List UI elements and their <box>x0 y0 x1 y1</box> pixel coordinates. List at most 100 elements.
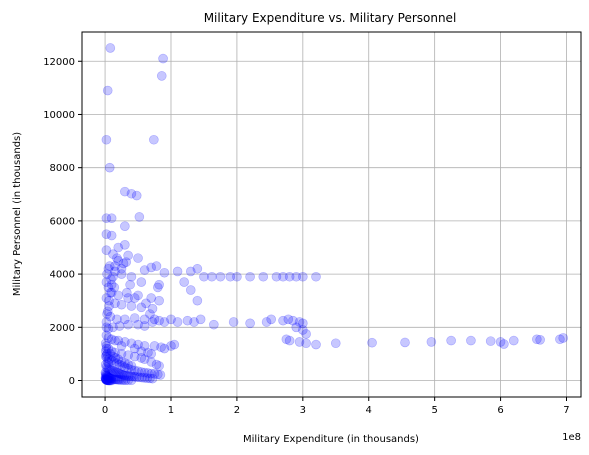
scatter-point <box>105 365 116 375</box>
scatter-point <box>109 282 120 293</box>
scatter-point <box>126 301 137 311</box>
y-tick-label: 12000 <box>43 57 75 68</box>
scatter-point <box>120 358 130 369</box>
scatter-point <box>101 370 111 380</box>
scatter-point <box>101 330 112 341</box>
scatter-point <box>106 355 117 366</box>
scatter-point <box>301 338 311 349</box>
scatter-point <box>294 337 305 347</box>
scatter-point <box>136 302 147 313</box>
scatter-point <box>123 319 133 330</box>
scatter-point <box>499 339 509 349</box>
scatter-point <box>105 311 116 322</box>
scatter-point <box>104 295 114 306</box>
scatter-point <box>139 354 150 365</box>
scatter-point <box>143 368 153 378</box>
scatter-point <box>118 375 129 385</box>
scatter-point <box>108 249 118 259</box>
scatter-point <box>245 271 255 282</box>
scatter-point <box>311 339 321 350</box>
scatter-point <box>106 279 117 290</box>
scatter-point <box>298 318 308 329</box>
scatter-point <box>105 375 116 386</box>
scatter-point <box>101 134 112 145</box>
scatter-point <box>102 306 113 317</box>
scatter-point <box>103 372 114 383</box>
grid <box>82 32 581 397</box>
scatter-point <box>110 266 120 277</box>
scatter-point <box>104 375 114 386</box>
scatter-point <box>266 314 276 325</box>
scatter-point <box>114 368 125 379</box>
scatter-point <box>141 298 151 309</box>
scatter-point <box>159 343 170 354</box>
scatter-point <box>129 365 140 376</box>
scatter-point <box>100 367 111 378</box>
y-tick-label: 10000 <box>43 110 75 121</box>
scatter-point <box>103 323 114 334</box>
scatter-point <box>117 361 128 371</box>
scatter-point <box>101 374 111 384</box>
scatter-point <box>101 374 111 385</box>
scatter-point <box>116 341 127 351</box>
scatter-point <box>139 341 150 351</box>
y-ticks: 0 2000 4000 6000 8000 10000 12000 <box>43 57 82 387</box>
scatter-point <box>301 329 311 339</box>
scatter-point <box>139 321 150 331</box>
scatter-point <box>126 188 137 199</box>
scatter-point <box>232 271 242 282</box>
x-ticks: 0 1 2 3 4 5 6 7 <box>102 397 570 416</box>
scatter-point <box>106 373 116 384</box>
scatter-point <box>136 367 147 377</box>
scatter-point <box>199 271 209 282</box>
scatter-point <box>112 367 122 378</box>
scatter-point <box>225 271 236 282</box>
scatter-point <box>127 371 138 382</box>
scatter-point <box>113 354 124 365</box>
scatter-point <box>102 371 113 382</box>
scatter-point <box>126 338 137 349</box>
scatter-point <box>143 347 153 358</box>
scatter-point <box>101 374 112 385</box>
scatter-point <box>113 368 124 378</box>
scatter-point <box>172 266 183 277</box>
y-tick-label: 6000 <box>50 216 75 227</box>
y-tick-label: 4000 <box>50 270 75 281</box>
scatter-point <box>109 374 120 385</box>
x-tick-label: 3 <box>300 405 306 416</box>
scatter-point <box>123 375 133 386</box>
scatter-point <box>110 353 121 363</box>
x-tick-label: 1 <box>168 405 174 416</box>
scatter-point <box>154 315 164 326</box>
scatter-point <box>133 319 143 330</box>
x-tick-label: 6 <box>497 405 503 416</box>
scatter-point <box>104 375 115 386</box>
x-tick-label: 4 <box>366 405 372 416</box>
scatter-point <box>508 335 519 346</box>
scatter-point <box>116 269 127 279</box>
scatter-point <box>139 367 150 378</box>
scatter-point <box>100 373 111 383</box>
scatter-point <box>120 240 130 250</box>
scatter-point <box>131 190 142 201</box>
scatter-point <box>123 350 133 361</box>
scatter-point <box>100 373 111 384</box>
scatter-point <box>466 335 476 346</box>
scatter-point <box>110 367 121 378</box>
scatter-point <box>106 365 117 376</box>
scatter-point <box>159 317 170 327</box>
scatter-point <box>110 298 120 309</box>
scatter-point <box>284 271 295 282</box>
scatter-point <box>113 335 124 346</box>
scatter-point <box>123 359 133 370</box>
scatter-point <box>149 134 159 145</box>
scatter-point <box>120 221 130 232</box>
scatter-point <box>367 337 377 348</box>
scatter-point <box>120 362 130 373</box>
scatter-point <box>153 369 163 380</box>
scatter-point <box>104 162 115 173</box>
scatter-point <box>192 295 203 306</box>
scatter-point <box>281 334 292 345</box>
scatter-point <box>147 317 158 327</box>
